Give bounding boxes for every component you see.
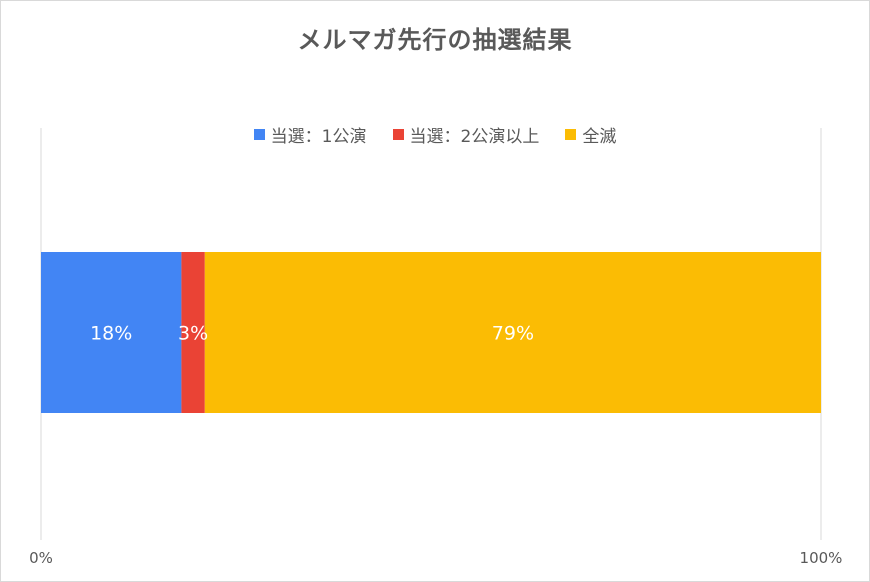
x-axis-ticks: 0% 100%	[29, 549, 842, 567]
data-labels: 18% 3% 79%	[90, 323, 534, 345]
legend-item-all-lost: 全滅	[565, 122, 616, 147]
data-label-0: 18%	[90, 323, 132, 345]
chart-legend: 当選：1公演 当選：2公演以上 全滅	[0, 122, 870, 147]
bar-segment-1	[181, 252, 205, 413]
bars	[41, 252, 822, 413]
legend-label-all-lost: 全滅	[582, 127, 617, 147]
data-label-2: 79%	[492, 323, 534, 345]
legend-label-1-show: 当選：1公演	[270, 127, 367, 147]
legend-item-2plus-shows: 当選：2公演以上	[392, 122, 540, 147]
bar-segment-2	[204, 252, 822, 413]
legend-swatch-1-show	[253, 129, 265, 140]
legend-label-2plus-shows: 当選：2公演以上	[409, 127, 540, 147]
data-label-1: 3%	[178, 323, 208, 345]
legend-swatch-2plus-shows	[392, 129, 404, 140]
x-tick-label-0: 0%	[29, 549, 53, 567]
x-tick-label-1: 100%	[800, 549, 843, 567]
legend-swatch-all-lost	[565, 129, 577, 140]
bar-segment-0	[41, 252, 182, 413]
chart-title: メルマガ先行の抽選結果	[297, 26, 573, 54]
legend-item-1-show: 当選：1公演	[253, 122, 367, 147]
